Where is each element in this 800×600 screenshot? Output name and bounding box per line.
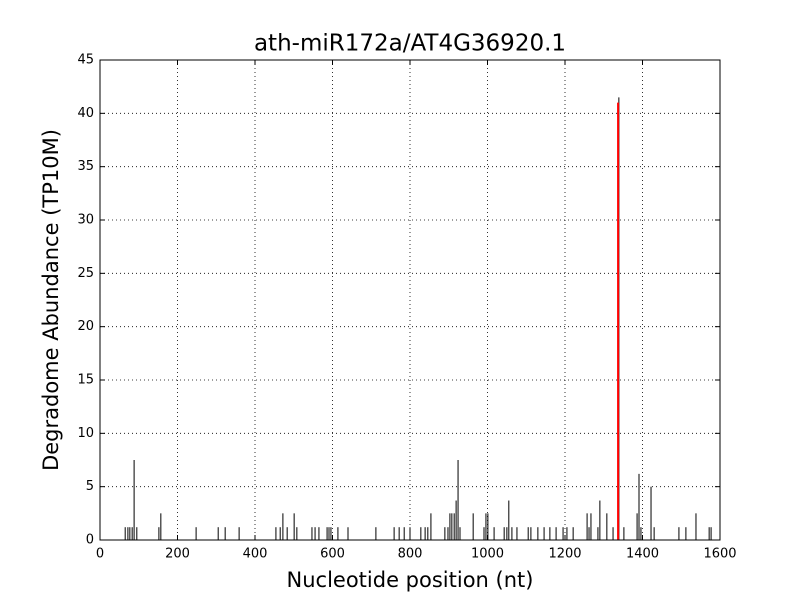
y-tick-label: 5	[86, 479, 94, 494]
x-tick-label: 1400	[626, 547, 659, 562]
x-tick-label: 0	[96, 547, 104, 562]
x-tick-label: 400	[243, 547, 268, 562]
y-tick-label: 45	[77, 53, 94, 68]
chart-title: ath-miR172a/AT4G36920.1	[254, 31, 566, 57]
x-tick-label: 1000	[471, 547, 504, 562]
y-tick-label: 25	[77, 266, 94, 281]
axes-frame	[99, 59, 721, 541]
y-tick-label: 40	[77, 106, 94, 121]
x-tick-label: 800	[398, 547, 423, 562]
y-tick-label: 35	[77, 159, 94, 174]
y-tick-label: 0	[86, 533, 94, 548]
x-tick-label: 600	[320, 547, 345, 562]
y-tick-label: 20	[77, 319, 94, 334]
x-tick-label: 200	[165, 547, 190, 562]
x-axis-label: Nucleotide position (nt)	[287, 568, 534, 592]
y-tick-label: 15	[77, 373, 94, 388]
y-tick-label: 30	[77, 213, 94, 228]
x-tick-label: 1600	[703, 547, 736, 562]
y-tick-label: 10	[77, 426, 94, 441]
y-axis-label: Degradome Abundance (TP10M)	[39, 129, 63, 471]
x-tick-label: 1200	[548, 547, 581, 562]
